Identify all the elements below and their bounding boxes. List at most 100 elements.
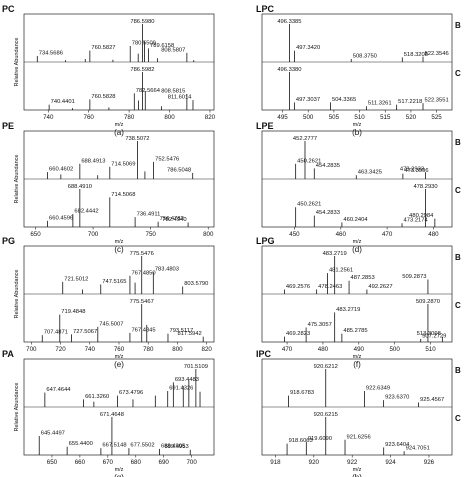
peak-label: 496.3380 bbox=[277, 67, 301, 73]
peak-label: 480.2984 bbox=[409, 213, 434, 219]
x-tick-label: 660 bbox=[75, 459, 86, 466]
peak-label: 682.4442 bbox=[74, 209, 98, 215]
panel-title: PA bbox=[2, 349, 14, 359]
peak-label: 782.4940 bbox=[162, 217, 186, 223]
trace-1: 660.4602 688.4913 714.5069 738.5072 752.5476… bbox=[47, 136, 194, 179]
panel-caption: (d) bbox=[352, 245, 362, 254]
peak-label: 918.6063 bbox=[289, 438, 313, 444]
trace-tag: B bbox=[455, 366, 461, 375]
peak-label: 817.5942 bbox=[177, 331, 201, 337]
peak-label: 497.3037 bbox=[296, 97, 320, 103]
panel-h: 918.6783 920.6212 922.6349 923.6370 925.4567… bbox=[256, 349, 461, 477]
peak-label: 478.2933 bbox=[400, 167, 424, 173]
trace-tag: C bbox=[455, 69, 461, 78]
panel-title: PG bbox=[2, 236, 15, 246]
x-tick-label: 700 bbox=[26, 346, 37, 353]
peak-label: 497.3420 bbox=[296, 45, 320, 51]
peak-label: 452.2777 bbox=[293, 136, 317, 142]
y-axis-label: Relative Abundance bbox=[14, 270, 20, 319]
trace-2: 496.3380 497.3037 504.3365 511.3261 517.2218… bbox=[277, 67, 461, 110]
peak-label: 509.2873 bbox=[402, 274, 426, 280]
peak-label: 483.2719 bbox=[336, 307, 360, 313]
x-tick-label: 450 bbox=[289, 231, 300, 238]
panel-f: 469.2576 478.2463 481.2561 483.2719 487.2853… bbox=[256, 236, 461, 369]
x-tick-label: 800 bbox=[203, 231, 214, 238]
peak-label: 745.5007 bbox=[99, 321, 123, 327]
peak-label: 719.4848 bbox=[61, 309, 85, 315]
peak-label: 747.5165 bbox=[102, 279, 126, 285]
peak-label: 454.2833 bbox=[316, 210, 340, 216]
peak-label: 738.5072 bbox=[125, 136, 149, 142]
x-axis-label: m/z bbox=[353, 354, 362, 360]
x-tick-label: 800 bbox=[164, 114, 175, 121]
x-tick-label: 510 bbox=[354, 114, 365, 121]
panel-title: LPE bbox=[256, 121, 274, 131]
peak-label: 450.2621 bbox=[297, 158, 321, 164]
y-axis-label: Relative Abundance bbox=[14, 38, 20, 87]
x-tick-label: 670 bbox=[103, 459, 114, 466]
peak-label: 478.2463 bbox=[318, 284, 342, 290]
peak-label: 469.2823 bbox=[286, 331, 310, 337]
x-tick-label: 924 bbox=[385, 459, 396, 466]
peak-label: 924.7051 bbox=[406, 446, 430, 452]
peak-label: 660.4596 bbox=[49, 215, 73, 221]
panel-caption: (c) bbox=[114, 245, 124, 254]
panel-title: PC bbox=[2, 4, 15, 14]
x-axis-label: m/z bbox=[353, 239, 362, 245]
trace-tag: B bbox=[455, 253, 461, 262]
trace-1: 734.5686 760.5827 780.5509 786.5980 789.6158… bbox=[36, 19, 195, 62]
x-tick-label: 480 bbox=[318, 346, 329, 353]
panel-caption: (a) bbox=[114, 128, 124, 137]
peak-label: 760.5828 bbox=[91, 94, 115, 100]
peak-label: 475.3057 bbox=[308, 322, 332, 328]
peak-label: 688.4905 bbox=[161, 443, 185, 449]
peak-label: 803.5790 bbox=[184, 281, 208, 287]
trace-tag: B bbox=[455, 21, 461, 30]
peak-label: 808.5815 bbox=[161, 89, 185, 95]
peak-label: 511.3261 bbox=[368, 101, 392, 107]
peak-label: 450.2621 bbox=[297, 202, 321, 208]
peak-label: 693.4483 bbox=[175, 377, 199, 383]
peak-label: 691.4326 bbox=[169, 386, 193, 392]
peak-label: 808.5807 bbox=[161, 47, 185, 53]
peak-label: 707.4871 bbox=[44, 330, 68, 336]
peak-label: 661.3260 bbox=[85, 394, 109, 400]
peak-label: 714.5068 bbox=[111, 192, 135, 198]
trace-1: 496.3385 497.3420 508.3750 518.3208522.3546… bbox=[277, 19, 461, 62]
peak-label: 783.4803 bbox=[155, 266, 179, 272]
peak-label: 671.4648 bbox=[100, 412, 124, 418]
peak-label: 923.6404 bbox=[385, 442, 410, 448]
x-axis-label: m/z bbox=[115, 354, 124, 360]
peak-label: 473.2174 bbox=[404, 218, 429, 224]
peak-label: 667.5148 bbox=[102, 443, 126, 449]
x-tick-label: 480 bbox=[428, 231, 439, 238]
peak-label: 522.3551 bbox=[425, 98, 449, 104]
x-axis-label: m/z bbox=[115, 122, 124, 128]
peak-label: 508.3750 bbox=[353, 53, 377, 59]
x-tick-label: 650 bbox=[30, 231, 41, 238]
x-tick-label: 515 bbox=[380, 114, 391, 121]
x-tick-label: 750 bbox=[146, 231, 157, 238]
panel-e: 721.5012 747.5165 767.4850 775.5476 783.4803… bbox=[2, 236, 215, 369]
x-tick-label: 690 bbox=[159, 459, 170, 466]
trace-1: 450.2621 452.2777 454.2835 463.3425 473.3996… bbox=[293, 136, 461, 179]
x-tick-label: 720 bbox=[55, 346, 66, 353]
peak-label: 782.5664 bbox=[136, 88, 161, 94]
peak-label: 469.2576 bbox=[286, 284, 310, 290]
x-tick-label: 500 bbox=[389, 346, 400, 353]
x-tick-label: 470 bbox=[282, 346, 293, 353]
panel-g: 647.4644 661.3260 673.4796 691.4326 693.4483… bbox=[2, 349, 215, 477]
peak-label: 655.4400 bbox=[69, 441, 93, 447]
trace-1: 721.5012 747.5165 767.4850 775.5476 783.4803… bbox=[62, 251, 208, 294]
panel-caption: (f) bbox=[353, 360, 361, 369]
x-tick-label: 740 bbox=[43, 114, 54, 121]
peak-label: 721.5012 bbox=[64, 276, 88, 282]
peak-label: 460.2404 bbox=[343, 217, 368, 223]
panel-title: LPG bbox=[256, 236, 275, 246]
x-tick-label: 820 bbox=[202, 346, 213, 353]
x-axis-label: m/z bbox=[115, 467, 124, 473]
